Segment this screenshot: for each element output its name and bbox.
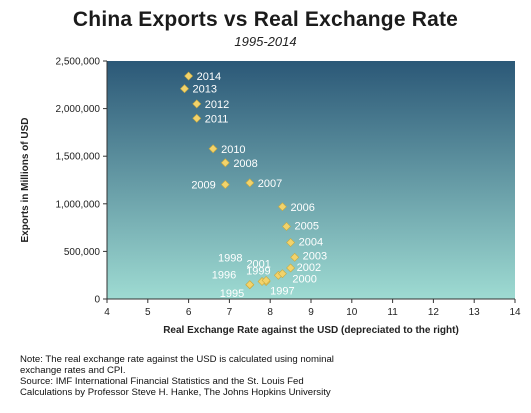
data-point-label: 2006: [290, 202, 314, 214]
x-tick-label: 4: [104, 307, 110, 318]
footnote-source: Source: IMF International Financial Stat…: [20, 376, 304, 387]
x-tick-label: 7: [227, 307, 233, 318]
data-point-label: 2011: [205, 113, 229, 125]
y-tick-label: 500,000: [64, 247, 101, 258]
data-point-2003: [290, 252, 300, 262]
x-tick-label: 8: [267, 307, 273, 318]
data-point-2005: [282, 222, 291, 231]
data-point-label: 2008: [233, 158, 257, 170]
footnote-note-line-1: Note: The real exchange rate against the…: [20, 354, 334, 365]
footnote: Note: The real exchange rate against the…: [20, 354, 520, 398]
data-point-2010: [208, 144, 218, 154]
data-point-label: 2005: [295, 220, 319, 232]
y-tick-label: 1,000,000: [56, 199, 101, 210]
x-tick-label: 12: [428, 307, 440, 318]
y-axis-label: Exports in Millions of USD: [20, 117, 31, 242]
data-point-label: 2014: [197, 71, 221, 83]
chart-subtitle: 1995-2014: [234, 34, 297, 49]
data-point-2007: [245, 178, 255, 188]
data-point-label: 2010: [221, 144, 245, 156]
data-point-label: 2000: [292, 273, 316, 285]
x-tick-label: 6: [186, 307, 192, 318]
data-point-label: 2009: [191, 180, 215, 192]
data-point-label: 1999: [246, 265, 270, 277]
data-point-1996: [245, 280, 255, 290]
data-point-2014: [184, 71, 194, 81]
x-axis-label: Real Exchange Rate against the USD (depr…: [163, 325, 459, 336]
y-axis-ticks: 0 500,000 1,000,000 1,500,000 2,000,000 2,500…: [56, 57, 107, 306]
data-point-label: 2007: [258, 178, 282, 190]
data-point-2006: [278, 202, 287, 212]
data-point-2012: [192, 99, 202, 109]
footnote-calculations: Calculations by Professor Steve H. Hanke…: [20, 387, 331, 398]
y-tick-label: 0: [94, 295, 100, 306]
data-points: 1995 1996 1997 1998 1999 2000 2001 200220032004…: [180, 71, 327, 300]
x-axis-ticks: 4 5 6 7 8 9 10 11 12 13 14: [104, 299, 521, 318]
data-point-label: 2002: [297, 262, 321, 274]
data-point-label: 1997: [270, 286, 294, 298]
data-point-label: 1998: [218, 252, 242, 264]
x-tick-label: 9: [308, 307, 314, 318]
x-tick-label: 11: [387, 307, 398, 318]
data-point-2011: [192, 113, 202, 123]
plot-area: [107, 61, 515, 299]
x-tick-label: 14: [509, 307, 521, 318]
data-point-2009: [220, 180, 230, 189]
x-tick-label: 13: [469, 307, 481, 318]
footnote-note-line-2: exchange rates and CPI.: [20, 365, 126, 376]
x-tick-label: 10: [346, 307, 358, 318]
data-point-1999: [261, 276, 271, 285]
y-tick-label: 1,500,000: [56, 152, 101, 163]
x-tick-label: 5: [145, 307, 151, 318]
data-point-2004: [286, 238, 296, 247]
data-point-label: 2012: [205, 99, 229, 111]
chart-title: China Exports vs Real Exchange Rate: [72, 8, 459, 31]
data-point-2002: [286, 263, 296, 273]
data-point-label: 2013: [193, 84, 217, 96]
data-point-2013: [180, 84, 189, 94]
data-point-label: 2004: [299, 237, 323, 249]
data-point-2008: [220, 158, 230, 168]
data-point-label: 2001: [246, 259, 270, 271]
data-point-label: 1995: [220, 288, 244, 300]
data-point-label: 1996: [212, 270, 236, 282]
y-tick-label: 2,500,000: [56, 57, 101, 68]
data-point-label: 2003: [303, 250, 327, 262]
data-point-2001: [278, 269, 287, 279]
y-tick-label: 2,000,000: [56, 104, 101, 115]
